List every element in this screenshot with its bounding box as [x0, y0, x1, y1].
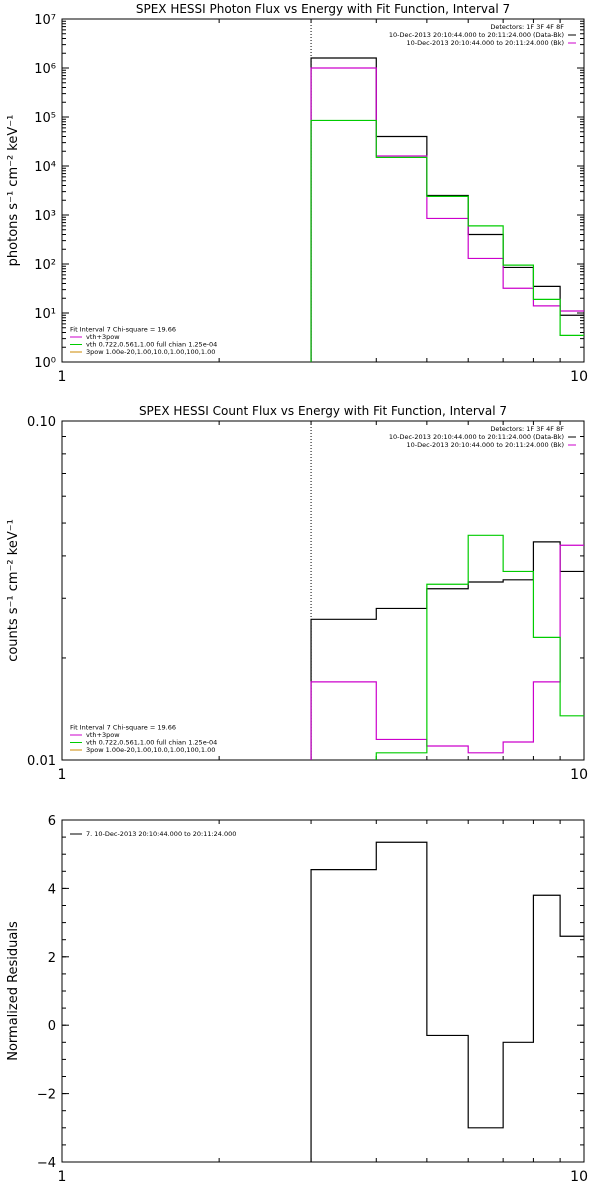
legend-entry: 10-Dec-2013 20:10:44.000 to 20:11:24.000…	[407, 39, 565, 47]
legend-entry: 10-Dec-2013 20:10:44.000 to 20:11:24.000…	[407, 441, 565, 449]
legend-entry: 10-Dec-2013 20:10:44.000 to 20:11:24.000…	[389, 31, 564, 39]
series-2-step-line	[310, 544, 584, 760]
x-tick-label: 10	[570, 369, 588, 385]
y-tick-label: −4	[37, 1156, 56, 1171]
y-tick-label: 10⁶	[34, 62, 56, 77]
legend-entry: Detectors: 1F 3F 4F 8F	[490, 425, 564, 433]
series-1-step-line	[310, 841, 584, 1162]
legend-entry: 10-Dec-2013 20:10:44.000 to 20:11:24.000…	[389, 433, 564, 441]
y-axis-label: photons s⁻¹ cm⁻² keV⁻¹	[6, 115, 21, 267]
x-tick-label: 10	[570, 1169, 588, 1185]
x-tick-label: 1	[58, 1169, 67, 1185]
legend-entry: vth+3pow	[86, 333, 120, 341]
y-tick-label: 10⁵	[34, 111, 56, 126]
legend-entry: 7. 10-Dec-2013 20:10:44.000 to 20:11:24.…	[86, 830, 236, 838]
y-tick-label: 10²	[34, 258, 56, 273]
panel-1: SPEX HESSI Photon Flux vs Energy with Fi…	[6, 2, 588, 385]
legend-entry: Detectors: 1F 3F 4F 8F	[490, 23, 564, 31]
series-1-step-line	[310, 57, 584, 362]
y-axis-label: Normalized Residuals	[6, 921, 21, 1061]
y-tick-label: 2	[48, 951, 56, 966]
y-tick-label: 0	[48, 1019, 56, 1034]
chart-title: SPEX HESSI Count Flux vs Energy with Fit…	[139, 404, 507, 418]
y-tick-label: 0.10	[27, 415, 56, 430]
plot-frame	[61, 819, 585, 1163]
panel-2: SPEX HESSI Count Flux vs Energy with Fit…	[6, 404, 588, 783]
y-tick-label: 10³	[34, 209, 56, 224]
y-tick-label: 6	[48, 814, 56, 829]
series-1-step-line	[310, 541, 584, 760]
chart-title: SPEX HESSI Photon Flux vs Energy with Fi…	[136, 2, 510, 16]
plot-frame	[61, 420, 585, 761]
plot-frame	[61, 18, 585, 363]
panel-3: Normalized Residuals 1 10 −4 −2 0 2 4 6 7. 10-Dec…	[6, 814, 588, 1185]
data-layer	[310, 841, 584, 1162]
legend-entry: vth 0.722,0.561,1.00 full chian 1.25e-04	[86, 341, 217, 349]
legend-entry: 3pow 1.00e-20,1.00,10.0,1.00,100,1.00	[86, 746, 215, 754]
data-layer	[310, 534, 584, 760]
y-tick-label: 10¹	[34, 307, 56, 322]
y-tick-label: −2	[37, 1088, 56, 1103]
y-axis-label: counts s⁻¹ cm⁻² keV⁻¹	[6, 519, 21, 662]
x-tick-label: 1	[58, 369, 67, 385]
x-tick-label: 10	[570, 767, 588, 783]
y-tick-label: 10⁷	[34, 13, 56, 28]
x-tick-label: 1	[58, 767, 67, 783]
y-tick-label: 10⁰	[34, 356, 56, 371]
series-3-step-line	[310, 119, 584, 362]
series-2-step-line	[310, 67, 584, 362]
y-tick-label: 0.01	[27, 754, 56, 769]
data-layer	[310, 57, 584, 362]
series-3-step-line	[310, 534, 584, 760]
y-tick-label: 4	[48, 882, 56, 897]
legend-entry: vth+3pow	[86, 731, 120, 739]
legend-entry: Fit Interval 7 Chi-square = 19.66	[70, 724, 176, 732]
legend-entry: vth 0.722,0.561,1.00 full chian 1.25e-04	[86, 739, 217, 747]
y-tick-label: 10⁴	[34, 160, 56, 175]
legend-entry: Fit Interval 7 Chi-square = 19.66	[70, 326, 176, 334]
legend-entry: 3pow 1.00e-20,1.00,10.0,1.00,100,1.00	[86, 348, 215, 356]
